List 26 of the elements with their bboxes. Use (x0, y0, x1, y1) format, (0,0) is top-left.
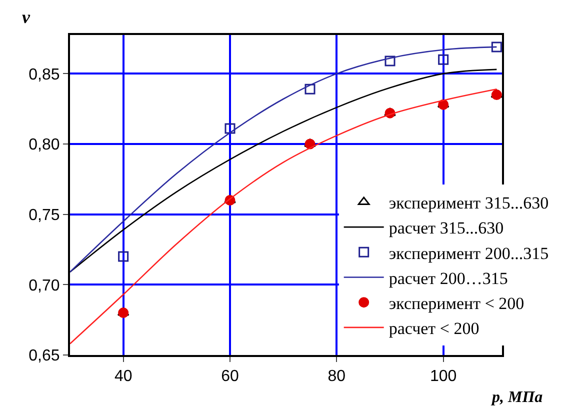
legend-label: расчет 315...630 (388, 218, 504, 238)
x-tick-label: 80 (328, 368, 346, 386)
legend-label: расчет 200…315 (388, 268, 508, 288)
point (491, 42, 502, 52)
point (224, 123, 236, 134)
point (491, 90, 502, 100)
y-tick-label: 0,70 (28, 277, 60, 294)
y-tick-label: 0,75 (28, 206, 60, 224)
point (304, 84, 316, 94)
y-tick-label: 0,65 (28, 348, 60, 365)
legend-label: эксперимент < 200 (388, 294, 524, 313)
y-axis-title: ν (22, 7, 31, 27)
x-axis-title: p, МПа (490, 389, 543, 406)
y-tick-label: 0,85 (28, 66, 60, 84)
point (490, 90, 502, 98)
point (118, 251, 129, 262)
y-tick-label: 0,80 (28, 136, 60, 154)
point (384, 56, 396, 66)
x-tick-label: 100 (430, 368, 457, 386)
legend-label: эксперимент 200...315 (388, 244, 549, 263)
x-tick-label: 40 (114, 368, 132, 386)
point (118, 308, 129, 318)
legend-label: эксперимент 315...630 (388, 194, 549, 213)
legend-label: расчет < 200 (388, 319, 480, 338)
x-tick-label: 60 (221, 368, 239, 386)
point (438, 54, 449, 65)
